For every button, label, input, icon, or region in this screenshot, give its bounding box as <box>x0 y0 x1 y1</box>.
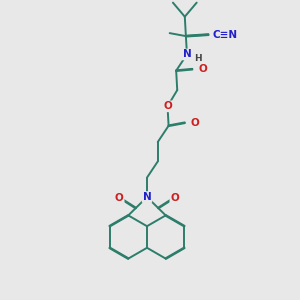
Text: N: N <box>183 50 191 59</box>
Text: H: H <box>194 55 202 64</box>
Text: O: O <box>115 193 124 202</box>
Text: O: O <box>170 193 179 202</box>
Text: O: O <box>163 101 172 111</box>
Text: C≡N: C≡N <box>212 30 238 40</box>
Text: O: O <box>199 64 207 74</box>
Text: O: O <box>191 118 200 128</box>
Text: N: N <box>142 192 152 202</box>
